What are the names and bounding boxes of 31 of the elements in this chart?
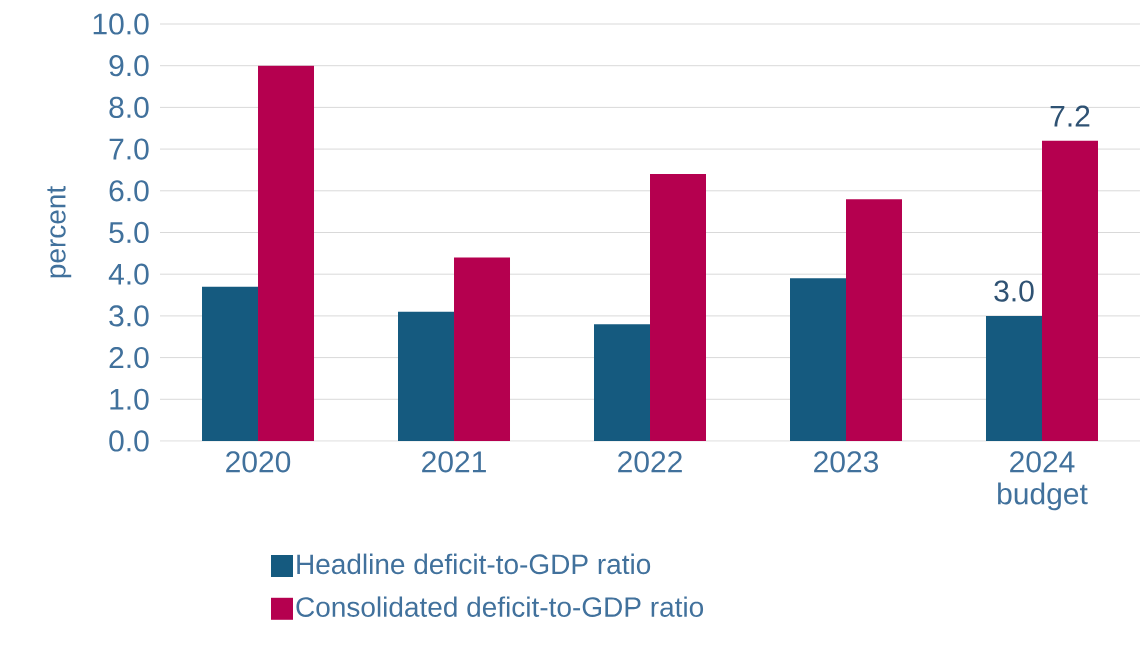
bar [202, 286, 259, 441]
bar [594, 324, 651, 441]
y-tick-label: 9.0 [109, 55, 149, 77]
x-tick-label: 2023 [814, 451, 879, 473]
bar [846, 199, 902, 441]
x-tick-label: 2021 [422, 451, 486, 473]
legend-label: Consolidated deficit-to-GDP ratio [296, 596, 704, 617]
bar [398, 311, 455, 441]
y-tick-label: 5.0 [109, 221, 149, 244]
y-tick-label: 1.0 [110, 388, 149, 410]
y-tick-label: 4.0 [108, 263, 149, 285]
y-tick-label: 6.0 [109, 180, 149, 202]
bar [986, 315, 1042, 441]
y-tick-label: 0.0 [109, 430, 149, 452]
data-label: 3.0 [994, 280, 1034, 302]
data-label: 7.2 [1050, 105, 1090, 127]
bar [1042, 140, 1098, 441]
y-tick-label: 3.0 [109, 305, 149, 327]
y-tick-label: 10.0 [93, 13, 149, 35]
y-axis-title: percent [47, 186, 72, 278]
x-tick-label: 2024 budget [998, 451, 1088, 511]
bar [258, 65, 315, 441]
bar [454, 257, 510, 441]
legend-label: Headline deficit-to-GDP ratio [297, 553, 651, 575]
y-tick-label: 2.0 [109, 346, 149, 369]
x-tick-label: 2020 [226, 451, 291, 473]
x-tick-label: 2022 [618, 451, 682, 473]
y-tick-label: 7.0 [109, 138, 149, 160]
bar [650, 174, 706, 441]
y-tick-label: 8.0 [109, 96, 149, 119]
bar [790, 278, 846, 441]
